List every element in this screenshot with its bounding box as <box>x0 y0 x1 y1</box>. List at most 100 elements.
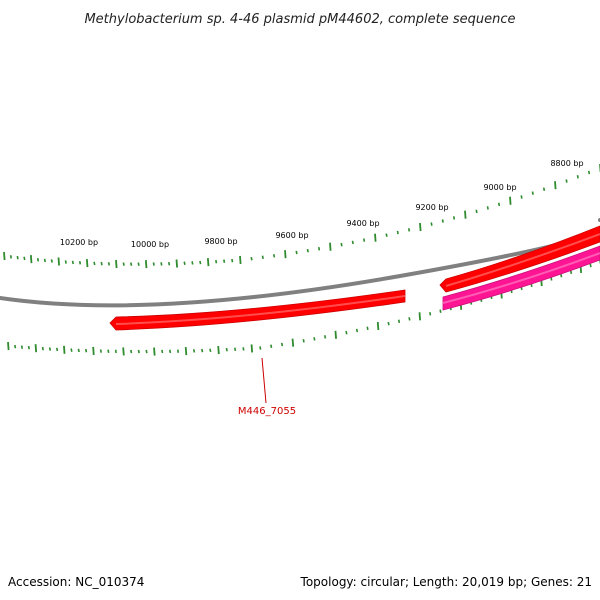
inner-ring-major-tick <box>376 321 380 331</box>
inner-ring-minor-tick <box>397 319 401 324</box>
inner-ring-minor-tick <box>137 349 140 354</box>
outer-ring-minor-tick <box>231 258 234 263</box>
map-title: Methylobacterium sp. 4-46 plasmid pM4460… <box>84 12 515 27</box>
outer-ring-minor-tick <box>160 262 163 266</box>
inner-ring-minor-tick <box>48 347 52 351</box>
inner-ring-minor-tick <box>429 312 432 316</box>
summary-text: Topology: circular; Length: 20,019 bp; G… <box>300 575 592 589</box>
inner-ring-minor-tick <box>439 309 442 313</box>
inner-ring-minor-tick <box>161 349 164 354</box>
inner-ring-major-tick <box>92 346 95 355</box>
inner-ring-minor-tick <box>209 348 212 353</box>
inner-ring-major-tick <box>34 344 38 353</box>
inner-ring-minor-tick <box>192 349 196 353</box>
outer-ring-minor-tick <box>362 238 366 242</box>
scale-label: 10000 bp <box>131 240 169 249</box>
outer-ring-minor-tick <box>167 261 171 266</box>
inner-ring-minor-tick <box>41 346 44 351</box>
outer-tick-ring <box>3 164 600 269</box>
outer-ring-minor-tick <box>43 258 46 263</box>
outer-ring-minor-tick <box>215 259 218 264</box>
inner-ring-major-tick <box>7 341 10 351</box>
outer-ring-minor-tick <box>531 191 534 195</box>
outer-ring-minor-tick <box>385 233 388 237</box>
outer-ring-major-tick <box>85 259 89 268</box>
inner-ring-major-tick <box>63 345 66 354</box>
inner-ring-minor-tick <box>99 349 102 353</box>
inner-ring-minor-tick <box>168 349 172 354</box>
inner-ring-minor-tick <box>589 263 592 268</box>
outer-ring-minor-tick <box>122 262 125 266</box>
inner-ring-minor-tick <box>569 270 573 275</box>
outer-ring-minor-tick <box>100 261 103 266</box>
outer-ring-major-tick <box>144 260 148 269</box>
outer-ring-minor-tick <box>486 206 489 210</box>
outer-ring-major-tick <box>374 233 377 242</box>
inner-ring-minor-tick <box>201 348 204 353</box>
outer-ring-minor-tick <box>340 242 343 247</box>
outer-ring-minor-tick <box>441 219 444 223</box>
outer-ring-minor-tick <box>396 230 399 235</box>
outer-ring-minor-tick <box>71 260 74 265</box>
inner-ring-major-tick <box>291 338 295 347</box>
inner-ring-major-tick <box>217 345 220 355</box>
outer-ring-minor-tick <box>16 255 19 260</box>
outer-ring-minor-tick <box>9 255 13 259</box>
gene-arrow-reverse[interactable] <box>442 245 600 311</box>
outer-ring-minor-tick <box>587 170 591 175</box>
inner-ring-minor-tick <box>233 347 237 352</box>
inner-ring-minor-tick <box>176 349 180 353</box>
inner-ring-minor-tick <box>324 335 327 339</box>
scale-label: 9800 bp <box>204 237 237 246</box>
inner-ring-minor-tick <box>27 345 30 350</box>
inner-ring-minor-tick <box>366 326 369 331</box>
outer-ring-major-tick <box>115 259 118 269</box>
inner-ring-minor-tick <box>259 346 262 350</box>
scale-label: 9600 bp <box>275 231 308 240</box>
outer-ring-minor-tick <box>295 250 298 255</box>
inner-ring-minor-tick <box>84 348 88 353</box>
gene-label-m446-7055[interactable]: M446_7055 <box>238 406 296 417</box>
inner-ring-minor-tick <box>355 328 359 333</box>
scale-label: 9400 bp <box>346 219 379 228</box>
outer-ring-minor-tick <box>407 228 411 232</box>
outer-ring-major-tick <box>29 255 33 264</box>
outer-ring-major-tick <box>175 259 178 268</box>
outer-ring-minor-tick <box>152 262 155 266</box>
outer-ring-minor-tick <box>250 256 253 261</box>
gene-arrow-m446-7055[interactable] <box>109 289 406 331</box>
inner-ring-minor-tick <box>270 344 273 349</box>
outer-ring-minor-tick <box>452 216 456 220</box>
outer-ring-minor-tick <box>199 260 202 265</box>
outer-ring-major-tick <box>329 242 332 251</box>
inner-ring-major-tick <box>153 347 156 356</box>
outer-ring-minor-tick <box>183 261 186 265</box>
outer-ring-minor-tick <box>272 254 276 258</box>
outer-ring-minor-tick <box>317 247 321 251</box>
inner-ring-minor-tick <box>77 348 80 353</box>
outer-ring-minor-tick <box>565 179 568 183</box>
inner-ring-major-tick <box>122 347 125 356</box>
outer-ring-minor-tick <box>64 260 67 264</box>
inner-ring-minor-tick <box>107 349 110 353</box>
outer-ring-major-tick <box>554 181 557 190</box>
inner-ring-minor-tick <box>313 337 316 341</box>
outer-ring-minor-tick <box>223 259 226 263</box>
inner-ring-minor-tick <box>387 321 390 326</box>
outer-ring-minor-tick <box>50 259 53 263</box>
outer-ring-major-tick <box>239 255 242 265</box>
inner-ring-minor-tick <box>560 273 563 278</box>
gene-arrow-forward[interactable] <box>439 225 600 293</box>
inner-ring-minor-tick <box>408 317 411 321</box>
outer-ring-major-tick <box>419 222 422 232</box>
scale-label: 10200 bp <box>60 238 98 247</box>
inner-ring-minor-tick <box>55 347 59 352</box>
outer-ring-major-tick <box>206 258 210 267</box>
scale-labels: 10200 bp 10000 bp 9800 bp 9600 bp 9400 bp 920… <box>60 159 584 249</box>
inner-ring-major-tick <box>250 344 254 353</box>
inner-ring-minor-tick <box>280 342 284 347</box>
inner-ring-minor-tick <box>20 345 24 349</box>
inner-ring-minor-tick <box>225 347 228 352</box>
outer-ring-minor-tick <box>36 258 40 262</box>
scale-label: 8800 bp <box>550 159 583 168</box>
